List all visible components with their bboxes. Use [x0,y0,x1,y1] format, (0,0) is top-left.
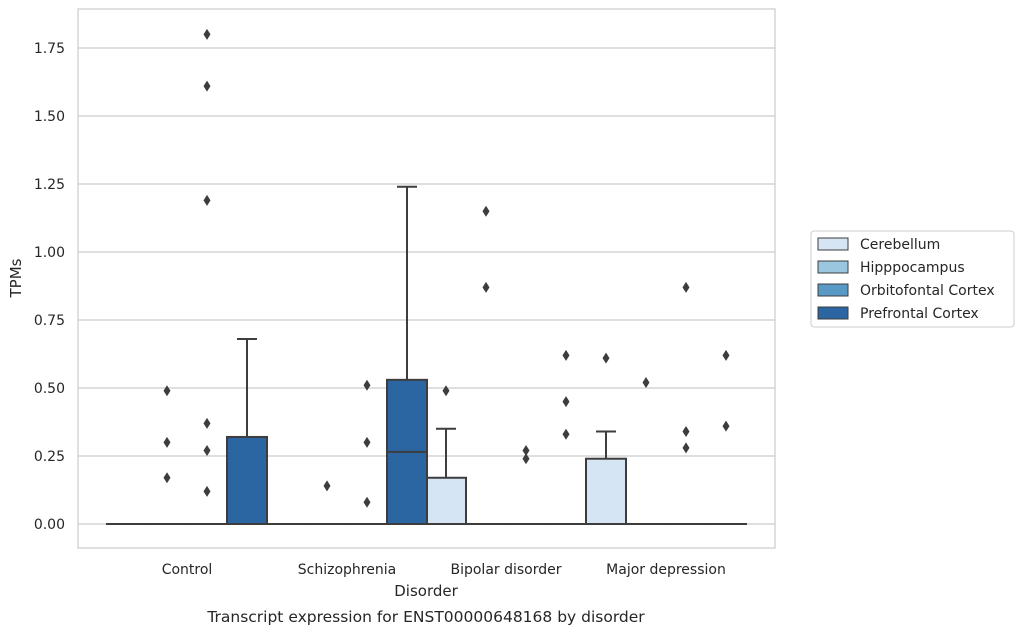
box-hipppocampus [625,377,667,526]
box-hipppocampus [146,385,188,526]
outlier-point [163,436,171,448]
box-hipppocampus [465,205,507,526]
x-tick-label: Bipolar disorder [450,562,561,578]
y-tick-label: 0.00 [34,517,65,533]
box-orbitofontal-cortex [665,281,707,526]
outlier-point [482,205,490,217]
box-orbitofontal-cortex [346,379,388,526]
outlier-point [323,480,331,492]
box-prefrontal-cortex [545,349,587,526]
outlier-point [562,349,570,361]
outlier-point [522,453,530,465]
y-axis-label: TPMs [7,258,25,298]
outlier-point [163,472,171,484]
outlier-point [203,485,211,497]
outlier-point [682,442,690,454]
outlier-point [363,496,371,508]
box-cerebellum [585,352,627,525]
box-series [106,28,747,526]
outlier-point [203,28,211,40]
outlier-point [642,377,650,389]
box-prefrontal-cortex [226,338,268,525]
chart-caption: Transcript expression for ENST0000064816… [206,608,645,626]
outlier-point [363,379,371,391]
x-tick-label: Major depression [606,562,726,578]
outlier-point [722,349,730,361]
outlier-point [203,80,211,92]
legend-label: Orbitofontal Cortex [860,283,995,299]
box-prefrontal-cortex [705,349,747,526]
y-tick-label: 1.75 [34,41,65,57]
x-tick-label: Control [162,562,213,578]
outlier-point [482,281,490,293]
x-axis-ticks: Control Schizophrenia Bipolar disorder Majo… [162,562,726,578]
outlier-point [203,417,211,429]
y-tick-label: 0.25 [34,449,65,465]
outlier-point [363,436,371,448]
outlier-point [562,428,570,440]
outlier-point [562,396,570,408]
y-tick-label: 0.75 [34,313,65,329]
outlier-point [203,445,211,457]
legend-frame [810,230,1015,328]
x-tick-label: Schizophrenia [298,562,396,578]
y-axis-ticks: 0.00 0.25 0.50 0.75 1.00 1.25 1.50 1.75 [34,41,65,533]
outlier-point [442,385,450,397]
legend-label: Hipppocampus [860,260,965,276]
legend-swatch [817,237,849,251]
legend-label: Prefrontal Cortex [860,306,979,322]
legend-swatch [817,306,849,320]
outlier-point [682,281,690,293]
outlier-point [682,426,690,438]
outlier-point [722,420,730,432]
box-hipppocampus [306,480,348,526]
outlier-point [522,445,530,457]
outlier-point [203,194,211,206]
legend: Cerebellum Hipppocampus Orbitofontal Corte… [810,230,1015,328]
box-body [425,476,467,526]
outlier-point [602,352,610,364]
legend-swatch [817,283,849,297]
x-axis-label: Disorder [394,582,458,600]
box-orbitofontal-cortex [505,445,547,526]
y-tick-label: 1.50 [34,109,65,125]
box-orbitofontal-cortex [186,28,228,526]
legend-swatch [817,260,849,274]
outlier-point [163,385,171,397]
box-prefrontal-cortex [386,185,428,525]
legend-label: Cerebellum [860,237,940,253]
plot-area-frame [77,8,776,549]
y-tick-label: 0.50 [34,381,65,397]
box-body [585,457,627,525]
box-cerebellum [425,385,467,526]
y-tick-label: 1.00 [34,245,65,261]
y-tick-label: 1.25 [34,177,65,193]
box-body [226,435,268,525]
